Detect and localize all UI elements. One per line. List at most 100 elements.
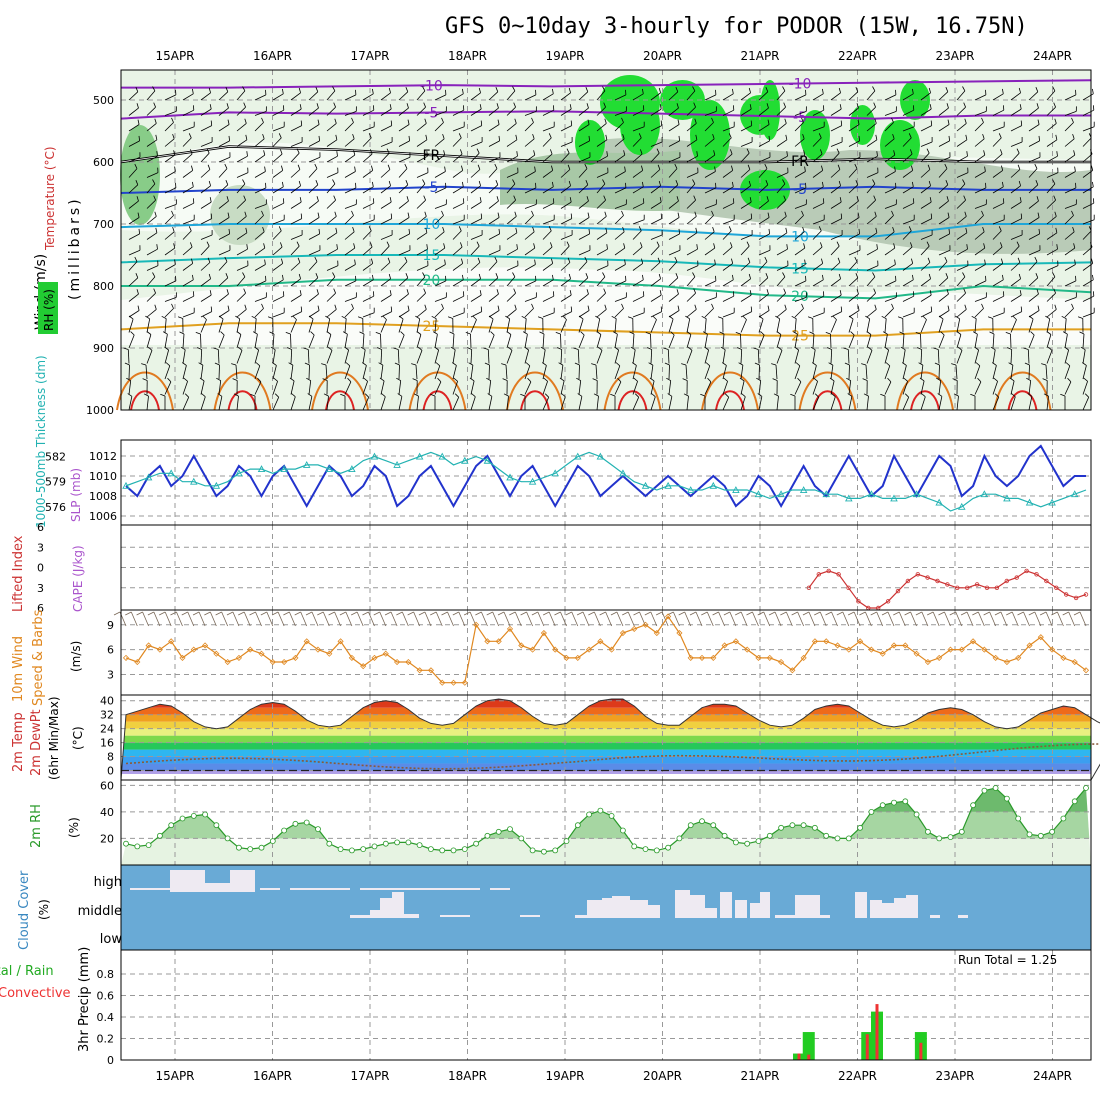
wind-barb-flag bbox=[964, 304, 967, 310]
wind-barb bbox=[1028, 310, 1040, 318]
rh-high-patch bbox=[880, 120, 920, 170]
wind-barb bbox=[452, 126, 465, 132]
wind-barb-flag bbox=[1036, 196, 1039, 202]
wind-barb bbox=[992, 153, 1003, 163]
wind-barb bbox=[488, 293, 499, 302]
wind-barb bbox=[884, 111, 897, 116]
rh-marker bbox=[507, 826, 513, 832]
wind-barb-flag bbox=[795, 362, 801, 367]
wind-barb-flag bbox=[1074, 166, 1076, 172]
wind-barb-flag bbox=[649, 377, 655, 382]
wind-barb-flag bbox=[477, 164, 481, 170]
cloud-block bbox=[735, 900, 747, 918]
wind-barb bbox=[308, 318, 314, 333]
wind-barb-flag bbox=[1005, 332, 1011, 335]
wind10m-barb bbox=[1034, 611, 1042, 627]
wind-barb-flag bbox=[894, 259, 896, 265]
wind-barb-flag bbox=[389, 104, 392, 110]
wind-barb-flag bbox=[153, 288, 156, 294]
wind-barb-flag bbox=[516, 151, 518, 157]
wind-barb-flag bbox=[1061, 315, 1067, 319]
wind-barb bbox=[884, 187, 897, 194]
slp-tick-label: 1006 bbox=[89, 510, 117, 523]
wind-barb-flag bbox=[694, 211, 697, 217]
lifted-tick-label: 6 bbox=[37, 602, 44, 615]
wind-barb bbox=[164, 308, 174, 318]
wind-barb bbox=[434, 187, 447, 194]
wind-barb-flag bbox=[584, 256, 588, 262]
wind-barb-flag bbox=[747, 257, 751, 263]
wind-barb-flag bbox=[605, 227, 608, 233]
wind-barb-flag bbox=[335, 227, 338, 233]
wind-barb bbox=[362, 279, 374, 287]
wind-barb-flag bbox=[404, 163, 408, 169]
wind-barb bbox=[812, 397, 820, 411]
wind-barb bbox=[848, 310, 860, 318]
wind-barb bbox=[254, 154, 266, 163]
wind-barb bbox=[1028, 200, 1039, 209]
wind10m-barb-flag bbox=[994, 611, 1002, 616]
wind10m-marker bbox=[619, 629, 627, 637]
wind-barb-flag bbox=[812, 362, 817, 366]
wind-barb-flag bbox=[411, 363, 417, 366]
wind-barb bbox=[488, 364, 490, 380]
wind-barb bbox=[416, 155, 428, 163]
wind-barb bbox=[650, 169, 661, 178]
wind10m-barb-flag bbox=[452, 611, 460, 616]
wind10m-barb bbox=[266, 611, 274, 627]
wind-barb bbox=[1064, 334, 1068, 349]
wind-barb-flag bbox=[804, 259, 806, 265]
wind-barb-flag bbox=[670, 331, 675, 336]
wind-barb-flag bbox=[1054, 304, 1057, 310]
wind10m-barb bbox=[673, 611, 680, 627]
wind-barb bbox=[794, 308, 804, 318]
wind-barb bbox=[758, 200, 769, 209]
wind-barb-flag bbox=[767, 212, 770, 218]
wind-barb bbox=[956, 90, 966, 101]
wind-barb-flag bbox=[926, 241, 930, 247]
thickness-marker bbox=[551, 469, 559, 477]
wind-barb-flag bbox=[423, 288, 426, 294]
wind-barb-flag bbox=[747, 164, 751, 170]
wind-barb-flag bbox=[596, 331, 602, 335]
wind-barb-flag bbox=[917, 347, 922, 350]
wind10m-barb bbox=[684, 611, 692, 627]
wind-barb bbox=[452, 202, 464, 209]
wind-barb bbox=[1028, 364, 1030, 380]
wind10m-barb-flag bbox=[949, 611, 956, 616]
wind-barb-flag bbox=[648, 362, 654, 366]
wind-barb bbox=[398, 217, 410, 225]
wind-barb bbox=[577, 349, 580, 364]
wind-barb bbox=[506, 276, 516, 287]
wind-barb-flag bbox=[502, 378, 508, 381]
wind-barb bbox=[218, 334, 225, 349]
temp2m-units: (°C) bbox=[71, 726, 85, 750]
wind-barb bbox=[830, 234, 843, 240]
wind-barb-flag bbox=[146, 331, 152, 335]
wind-barb bbox=[794, 154, 806, 163]
wind-barb bbox=[524, 122, 534, 132]
wind-barb-flag bbox=[407, 119, 410, 125]
temp-band bbox=[121, 770, 1091, 774]
wind-barb bbox=[902, 397, 910, 411]
wind-barb-flag bbox=[478, 87, 481, 93]
wind-barb-flag bbox=[1020, 120, 1023, 126]
pressure-tick-label: 700 bbox=[93, 218, 114, 231]
slp-tick-label: 1012 bbox=[89, 450, 117, 463]
wind-barb bbox=[128, 217, 140, 225]
wind-barb-flag bbox=[306, 377, 311, 381]
rh-tick-label: 60 bbox=[100, 779, 114, 792]
wind-barb bbox=[758, 277, 769, 287]
wind-barb bbox=[506, 309, 517, 318]
wind-barb bbox=[182, 397, 190, 411]
lifted-marker bbox=[846, 585, 851, 590]
wind-barb bbox=[308, 396, 313, 411]
wind-barb-flag bbox=[818, 133, 822, 139]
wind10m-barb-flag bbox=[1062, 611, 1069, 616]
wind10m-barb bbox=[977, 611, 985, 627]
date-label-top: 16APR bbox=[253, 49, 292, 63]
wind-barb-flag bbox=[352, 226, 355, 232]
thickness-marker bbox=[1025, 498, 1034, 506]
wind-barb bbox=[794, 187, 807, 194]
thickness-marker bbox=[980, 490, 989, 498]
